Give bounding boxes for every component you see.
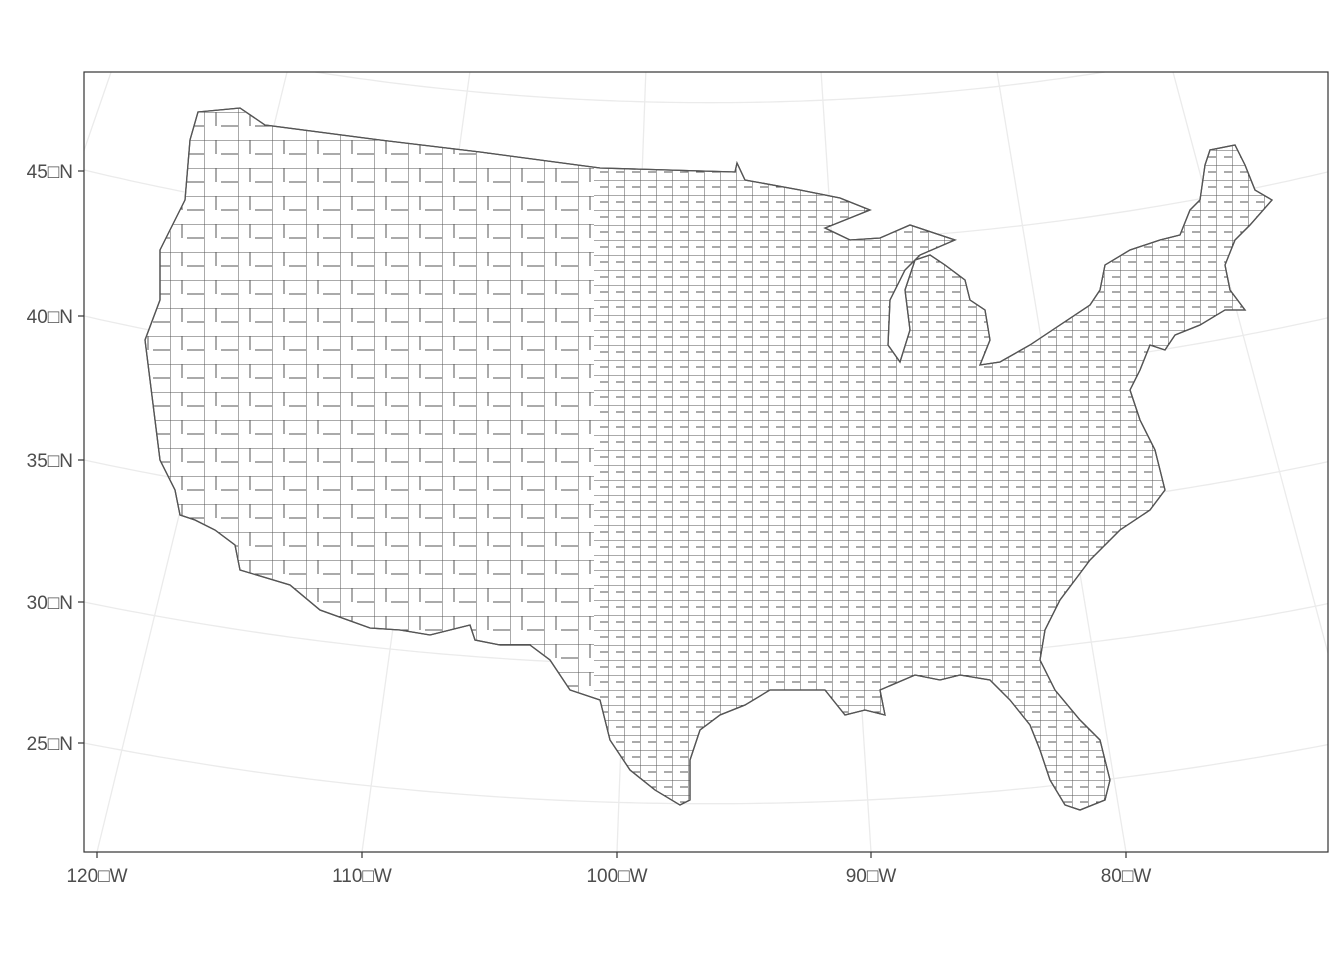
y-tick-label: 30□N: [27, 593, 73, 614]
parallel-line: [84, 742, 1328, 805]
y-tick-label: 40□N: [27, 307, 73, 328]
meridian-line: [1172, 72, 1328, 656]
panel-border: [83, 71, 1329, 853]
y-tick-label: 25□N: [27, 734, 73, 755]
parallel-line: [310, 72, 1110, 104]
x-tick-label: 80□W: [1101, 866, 1152, 887]
x-tick-label: 120□W: [66, 866, 127, 887]
y-tick-label: 35□N: [27, 451, 73, 472]
y-axis: 45□N 40□N 35□N 30□N 25□N: [27, 162, 84, 755]
x-tick-label: 90□W: [846, 866, 897, 887]
y-tick-label: 45□N: [27, 162, 73, 183]
x-axis: 120□W 110□W 100□W 90□W 80□W: [66, 852, 1151, 887]
county-boundaries-east: [594, 108, 1272, 810]
us-counties-map: [144, 107, 1274, 811]
us-border: [144, 107, 1274, 811]
x-tick-label: 100□W: [586, 866, 647, 887]
x-tick-label: 110□W: [332, 866, 392, 887]
